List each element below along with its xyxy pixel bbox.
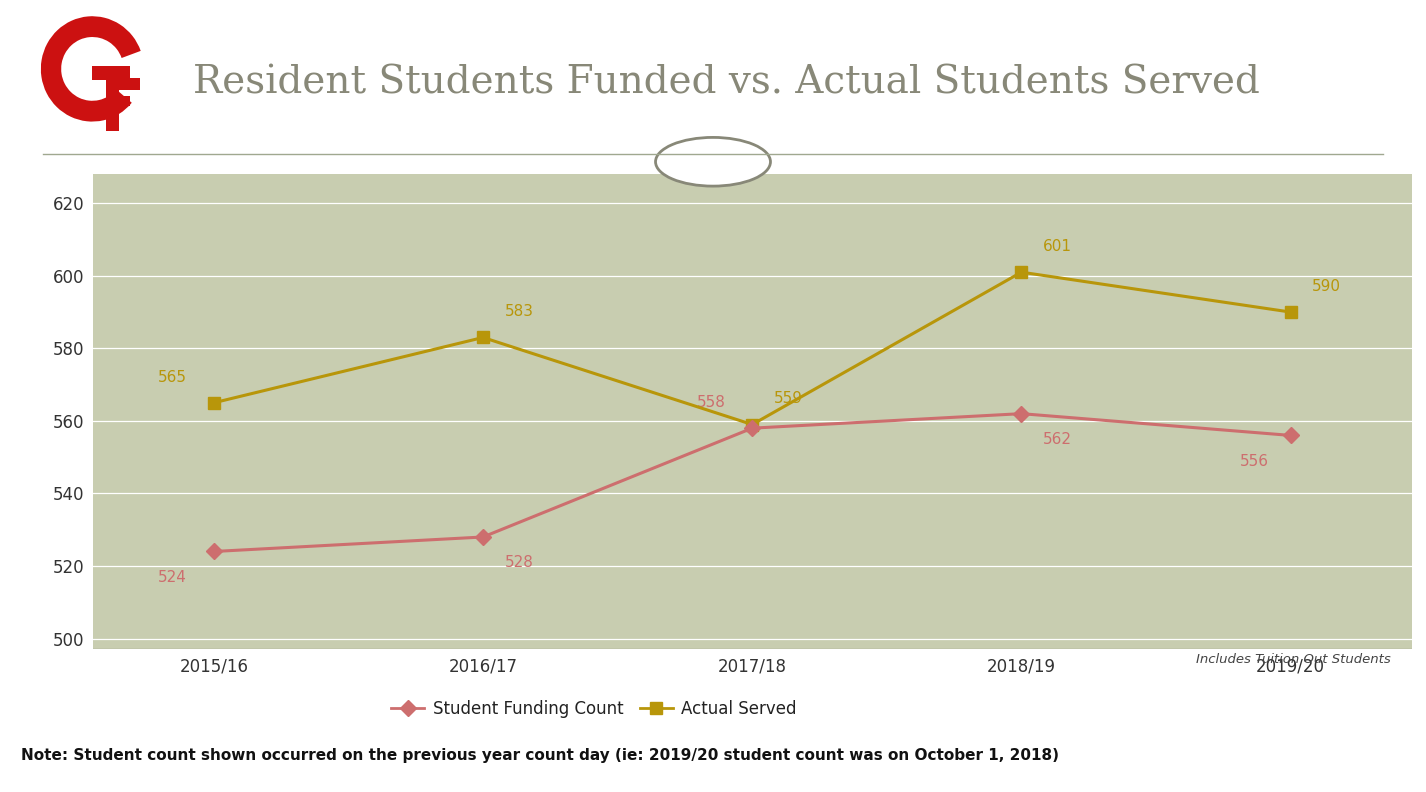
FancyBboxPatch shape [106, 96, 130, 106]
Text: 583: 583 [505, 304, 533, 319]
Ellipse shape [656, 137, 770, 186]
FancyBboxPatch shape [93, 66, 130, 80]
FancyBboxPatch shape [106, 82, 120, 131]
Text: 556: 556 [1241, 454, 1269, 469]
Text: 528: 528 [505, 555, 533, 570]
Text: 562: 562 [1042, 432, 1072, 447]
Text: 524: 524 [158, 569, 187, 584]
Text: 590: 590 [1312, 279, 1340, 294]
Text: 558: 558 [696, 395, 726, 410]
Text: 565: 565 [158, 370, 187, 385]
Text: 559: 559 [774, 391, 803, 406]
Text: 601: 601 [1042, 239, 1072, 254]
Text: Resident Students Funded vs. Actual Students Served: Resident Students Funded vs. Actual Stud… [193, 65, 1259, 101]
Wedge shape [41, 17, 141, 121]
Legend: Student Funding Count, Actual Served: Student Funding Count, Actual Served [384, 693, 804, 724]
Text: Note: Student count shown occurred on the previous year count day (ie: 2019/20 s: Note: Student count shown occurred on th… [21, 748, 1060, 763]
FancyBboxPatch shape [106, 78, 140, 89]
Text: Includes Tuition Out Students: Includes Tuition Out Students [1195, 653, 1390, 666]
